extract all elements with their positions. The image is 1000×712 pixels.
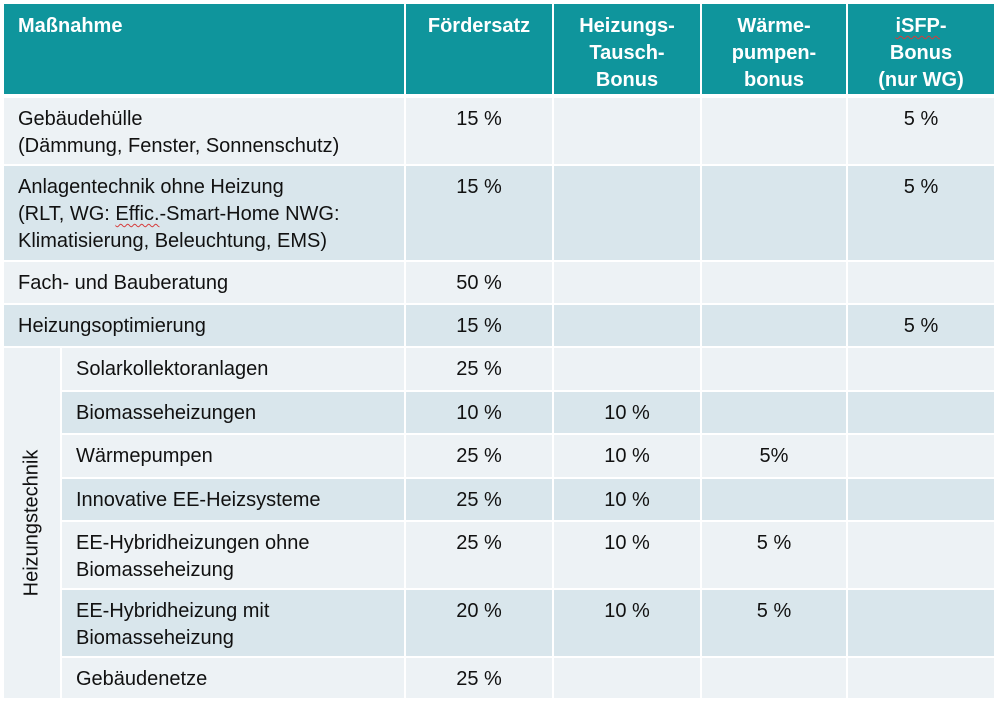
cell-tausch (554, 98, 702, 166)
header-isfp-prefix: iSFP (895, 15, 940, 37)
row-name: Fach- und Bauberatung (4, 262, 406, 305)
cell-isfp: 5 % (848, 98, 996, 166)
row-name: EE-Hybridheizungen ohne Biomasseheizung (62, 522, 406, 590)
cell-foerdersatz: 15 % (406, 98, 554, 166)
row-name: Gebäudehülle (Dämmung, Fenster, Sonnensc… (4, 98, 406, 166)
cell-wp: 5 % (702, 590, 848, 658)
cell-foerdersatz: 25 % (406, 348, 554, 392)
cell-foerdersatz: 25 % (406, 435, 554, 479)
cell-wp (702, 348, 848, 392)
table-row: Heizungstechnik Solarkollektoranlagen 25… (4, 348, 996, 700)
header-row: Maßnahme Fördersatz Heizungs- Tausch- Bo… (4, 4, 996, 98)
cell-foerdersatz: 20 % (406, 590, 554, 658)
row-name-line: Klimatisierung, Beleuchtung, EMS) (18, 230, 328, 252)
row-name: Heizungsoptimierung (4, 305, 406, 348)
header-foerdersatz: Fördersatz (406, 4, 554, 98)
cell-tausch: 10 % (554, 392, 702, 435)
header-heizungstausch-line: Tausch- (589, 42, 665, 64)
table-row: Biomasseheizungen 10 % 10 % (4, 392, 996, 435)
row-name: Gebäudenetze (62, 658, 406, 700)
cell-isfp (848, 435, 996, 479)
header-waermepumpen-line: Wärme- (737, 15, 811, 37)
cell-isfp: 5 % (848, 166, 996, 262)
table-row: EE-Hybridheizungen ohne Biomasseheizung … (4, 522, 996, 590)
cell-isfp (848, 392, 996, 435)
row-name-line: EE-Hybridheizung mit (76, 600, 270, 622)
heizungstechnik-group: Heizungstechnik (4, 348, 62, 700)
cell-isfp (848, 348, 996, 392)
row-name-line: (Dämmung, Fenster, Sonnenschutz) (18, 135, 340, 157)
cell-wp (702, 658, 848, 700)
row-name: Innovative EE-Heizsysteme (62, 479, 406, 522)
row-name-line: Anlagentechnik ohne Heizung (18, 176, 284, 198)
cell-wp (702, 305, 848, 348)
cell-isfp (848, 658, 996, 700)
cell-wp (702, 262, 848, 305)
cell-wp (702, 98, 848, 166)
table-row: Heizungsoptimierung 15 % 5 % (4, 305, 996, 348)
cell-foerdersatz: 10 % (406, 392, 554, 435)
heizungstechnik-label: Heizungstechnik (20, 449, 43, 597)
row-name-line: EE-Hybridheizungen ohne (76, 532, 310, 554)
header-isfp: iSFP- Bonus (nur WG) (848, 4, 996, 98)
table-row: Gebäudenetze 25 % (4, 658, 996, 700)
row-name-line: Biomasseheizung (76, 559, 234, 581)
header-waermepumpen-line: bonus (744, 69, 804, 91)
header-isfp-line: Bonus (889, 42, 953, 64)
cell-wp (702, 479, 848, 522)
row-name: Wärmepumpen (62, 435, 406, 479)
header-isfp-suffix: - (939, 15, 947, 37)
header-waermepumpen-line: pumpen- (731, 42, 817, 64)
cell-wp (702, 166, 848, 262)
cell-foerdersatz: 15 % (406, 166, 554, 262)
cell-isfp (848, 522, 996, 590)
row-name-line: Gebäudehülle (18, 108, 143, 130)
cell-tausch: 10 % (554, 435, 702, 479)
header-massnahme: Maßnahme (4, 4, 406, 98)
row-name: EE-Hybridheizung mit Biomasseheizung (62, 590, 406, 658)
table-row: Wärmepumpen 25 % 10 % 5% (4, 435, 996, 479)
row-name-line: Biomasseheizung (76, 627, 234, 649)
funding-table: Maßnahme Fördersatz Heizungs- Tausch- Bo… (4, 4, 996, 700)
header-waermepumpen: Wärme- pumpen- bonus (702, 4, 848, 98)
table-row: Gebäudehülle (Dämmung, Fenster, Sonnensc… (4, 98, 996, 166)
cell-tausch (554, 262, 702, 305)
header-isfp-line: (nur WG) (878, 69, 964, 91)
cell-foerdersatz: 25 % (406, 658, 554, 700)
table-row: Fach- und Bauberatung 50 % (4, 262, 996, 305)
table-row: EE-Hybridheizung mit Biomasseheizung 20 … (4, 590, 996, 658)
header-heizungstausch-line: Bonus (595, 69, 659, 91)
cell-foerdersatz: 15 % (406, 305, 554, 348)
table-row: Anlagentechnik ohne Heizung (RLT, WG: Ef… (4, 166, 996, 262)
row-name: Solarkollektoranlagen (62, 348, 406, 392)
cell-tausch: 10 % (554, 522, 702, 590)
cell-foerdersatz: 25 % (406, 479, 554, 522)
table-row: Innovative EE-Heizsysteme 25 % 10 % (4, 479, 996, 522)
cell-isfp (848, 590, 996, 658)
row-name-part: -Smart-Home NWG: (159, 203, 340, 225)
cell-foerdersatz: 25 % (406, 522, 554, 590)
cell-tausch: 10 % (554, 479, 702, 522)
cell-isfp: 5 % (848, 305, 996, 348)
row-name-part: (RLT, WG: (18, 203, 116, 225)
cell-tausch: 10 % (554, 590, 702, 658)
row-name: Anlagentechnik ohne Heizung (RLT, WG: Ef… (4, 166, 406, 262)
cell-tausch (554, 166, 702, 262)
cell-tausch (554, 658, 702, 700)
cell-isfp (848, 262, 996, 305)
cell-foerdersatz: 50 % (406, 262, 554, 305)
header-heizungstausch: Heizungs- Tausch- Bonus (554, 4, 702, 98)
cell-wp: 5% (702, 435, 848, 479)
cell-tausch (554, 348, 702, 392)
row-name: Biomasseheizungen (62, 392, 406, 435)
cell-isfp (848, 479, 996, 522)
cell-tausch (554, 305, 702, 348)
cell-wp: 5 % (702, 522, 848, 590)
header-heizungstausch-line: Heizungs- (579, 15, 675, 37)
row-name-part: Effic. (115, 203, 160, 225)
cell-wp (702, 392, 848, 435)
